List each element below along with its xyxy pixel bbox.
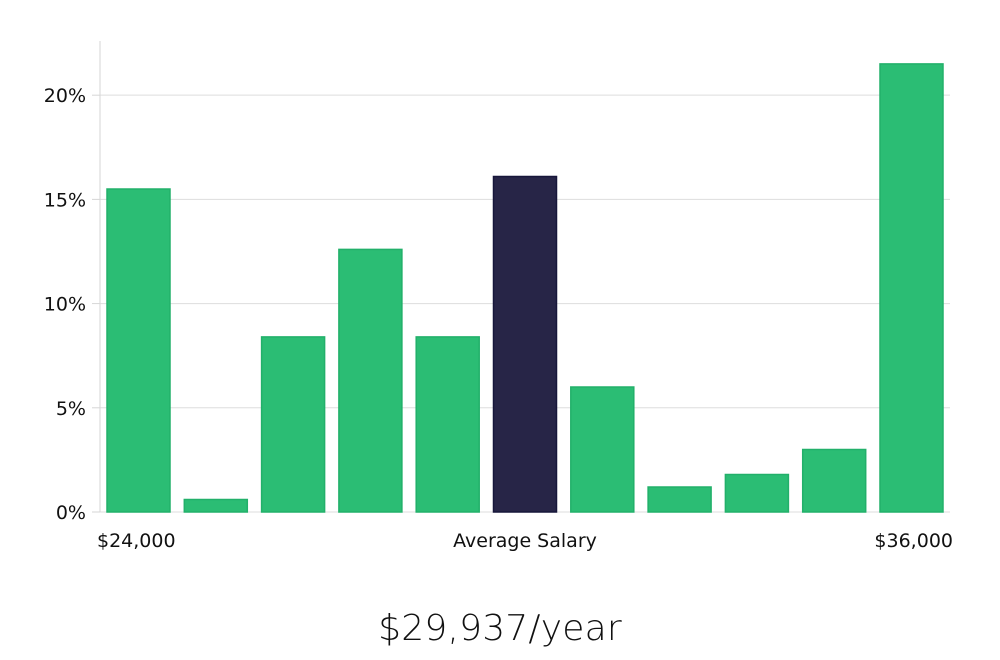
bar-average-salary xyxy=(492,175,558,513)
y-tick-label-20: 20% xyxy=(44,85,86,107)
y-tick-label-15: 15% xyxy=(44,189,86,211)
bar-0 xyxy=(106,188,171,513)
bars xyxy=(106,63,944,513)
y-axis: 0% 5% 10% 15% 20% xyxy=(44,41,101,524)
x-axis: $24,000 Average Salary $36,000 xyxy=(97,530,953,552)
bar-10 xyxy=(879,63,944,513)
bar-8 xyxy=(724,473,790,513)
x-label-min: $24,000 xyxy=(97,530,176,552)
bar-9 xyxy=(801,448,867,513)
bar-1 xyxy=(183,498,249,513)
bar-6 xyxy=(570,386,635,513)
y-tick-label-10: 10% xyxy=(44,294,86,316)
bar-4 xyxy=(415,336,480,513)
bar-2 xyxy=(260,336,326,513)
y-tick-label-5: 5% xyxy=(56,398,86,420)
y-tick-label-0: 0% xyxy=(56,502,86,524)
x-label-center: Average Salary xyxy=(453,530,597,552)
x-label-max: $36,000 xyxy=(874,530,953,552)
bar-3 xyxy=(338,248,403,513)
bar-7 xyxy=(647,486,712,513)
average-salary-value: $29,937/year xyxy=(378,608,622,649)
salary-distribution-chart: 0% 5% 10% 15% 20% $24,000 Average Salary $36… xyxy=(44,41,953,552)
